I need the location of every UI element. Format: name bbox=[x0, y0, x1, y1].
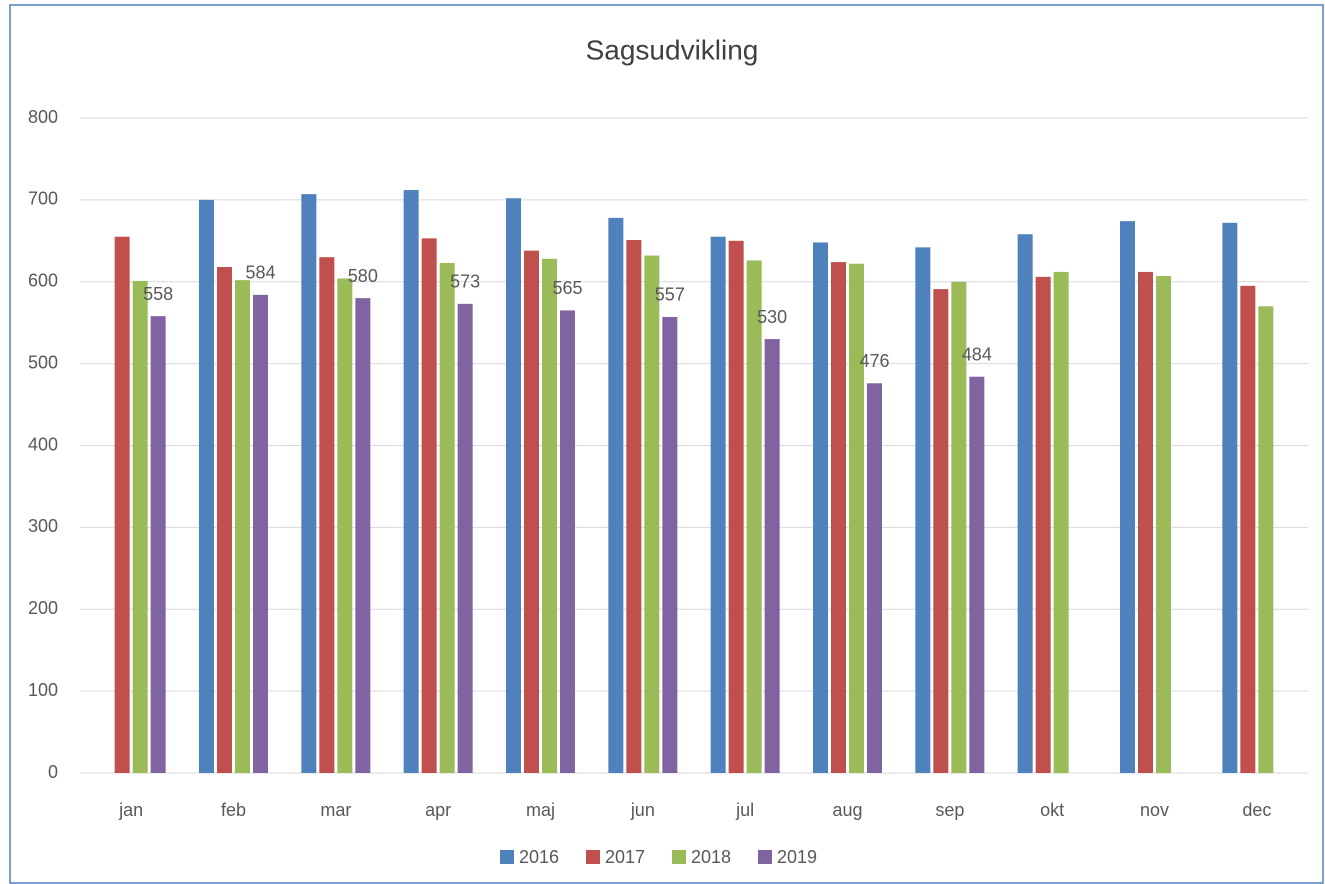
bar bbox=[132, 280, 148, 773]
x-tick-label: dec bbox=[1242, 800, 1271, 820]
bar bbox=[764, 339, 780, 773]
y-tick-label: 100 bbox=[28, 680, 58, 700]
bar bbox=[644, 255, 660, 774]
x-tick-label: jul bbox=[735, 800, 754, 820]
data-label: 573 bbox=[450, 272, 480, 292]
bar bbox=[1035, 276, 1051, 773]
bar bbox=[355, 298, 371, 773]
legend-swatch bbox=[500, 850, 514, 864]
bar bbox=[1120, 221, 1135, 774]
data-label: 484 bbox=[962, 344, 992, 364]
legend-label: 2018 bbox=[691, 847, 731, 867]
bar bbox=[1017, 234, 1033, 773]
bar bbox=[421, 238, 437, 773]
bar bbox=[1258, 306, 1274, 773]
bar bbox=[337, 278, 353, 773]
data-label: 558 bbox=[143, 284, 173, 304]
bar bbox=[253, 294, 268, 773]
y-tick-label: 600 bbox=[28, 271, 58, 291]
y-tick-label: 200 bbox=[28, 598, 58, 618]
bar bbox=[403, 190, 419, 774]
bar bbox=[199, 199, 214, 773]
bar bbox=[867, 383, 882, 773]
legend-swatch bbox=[586, 850, 600, 864]
x-tick-label: apr bbox=[425, 800, 451, 820]
bar bbox=[662, 316, 678, 773]
bar bbox=[235, 280, 250, 773]
y-tick-label: 700 bbox=[28, 189, 58, 209]
bar bbox=[542, 258, 557, 773]
x-tick-label: feb bbox=[221, 800, 246, 820]
bar bbox=[951, 281, 967, 773]
chart-border bbox=[9, 4, 1324, 884]
bar bbox=[439, 262, 455, 773]
bar bbox=[626, 239, 642, 773]
x-tick-label: sep bbox=[935, 800, 964, 820]
bar bbox=[217, 267, 232, 773]
bar bbox=[1053, 271, 1069, 773]
bar bbox=[301, 194, 317, 774]
legend-swatch bbox=[672, 850, 686, 864]
x-tick-label: maj bbox=[526, 800, 555, 820]
x-tick-label: aug bbox=[832, 800, 862, 820]
data-label: 476 bbox=[859, 351, 889, 371]
bar bbox=[969, 376, 985, 773]
data-label: 557 bbox=[655, 285, 685, 305]
bar bbox=[319, 257, 335, 773]
bar bbox=[114, 236, 130, 773]
x-tick-label: jun bbox=[630, 800, 655, 820]
x-tick-label: jan bbox=[118, 800, 143, 820]
data-label: 584 bbox=[245, 263, 275, 283]
bar bbox=[831, 262, 846, 773]
legend-label: 2016 bbox=[519, 847, 559, 867]
data-label: 565 bbox=[552, 278, 582, 298]
x-tick-label: nov bbox=[1140, 800, 1169, 820]
bar bbox=[524, 250, 539, 773]
bar bbox=[849, 263, 864, 773]
bar bbox=[1240, 285, 1256, 773]
bar bbox=[150, 316, 166, 773]
y-tick-label: 500 bbox=[28, 352, 58, 372]
y-tick-label: 800 bbox=[28, 107, 58, 127]
bar bbox=[560, 310, 575, 773]
x-tick-label: mar bbox=[320, 800, 351, 820]
bar bbox=[1156, 276, 1171, 773]
bar bbox=[457, 303, 473, 773]
y-tick-label: 400 bbox=[28, 434, 58, 454]
chart-title: Sagsudvikling bbox=[586, 34, 759, 65]
data-label: 580 bbox=[348, 266, 378, 286]
legend-label: 2017 bbox=[605, 847, 645, 867]
legend-swatch bbox=[758, 850, 772, 864]
y-tick-label: 0 bbox=[48, 762, 58, 782]
bar bbox=[608, 217, 624, 773]
legend-label: 2019 bbox=[777, 847, 817, 867]
bar bbox=[710, 236, 726, 773]
bar bbox=[746, 260, 762, 773]
bar bbox=[915, 247, 931, 774]
bar bbox=[813, 242, 828, 773]
bar bbox=[506, 198, 521, 774]
y-tick-label: 300 bbox=[28, 516, 58, 536]
bar bbox=[728, 240, 744, 773]
data-label: 530 bbox=[757, 307, 787, 327]
bar bbox=[933, 289, 949, 773]
bar bbox=[1138, 271, 1153, 773]
bar bbox=[1222, 222, 1238, 774]
x-tick-label: okt bbox=[1040, 800, 1064, 820]
